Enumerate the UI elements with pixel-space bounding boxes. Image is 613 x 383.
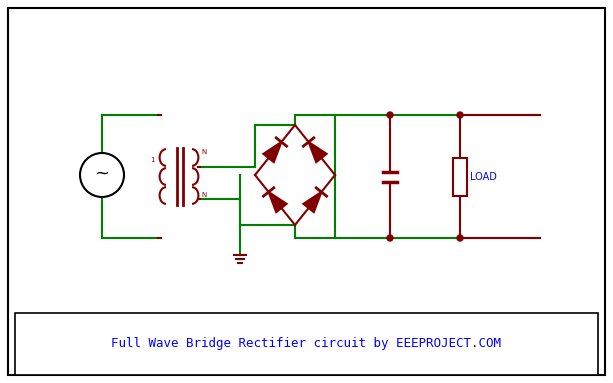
Bar [453,157,467,195]
Text: N: N [201,149,206,155]
Circle shape [457,112,463,118]
Bar [15,313,598,375]
Circle shape [387,235,393,241]
Text: ~: ~ [94,165,110,183]
Text: 1: 1 [150,157,154,163]
Text: LOAD: LOAD [470,172,497,182]
Polygon shape [303,192,321,212]
Polygon shape [308,142,327,162]
Polygon shape [264,142,281,162]
Circle shape [457,235,463,241]
Text: Full Wave Bridge Rectifier circuit by EEEPROJECT.COM: Full Wave Bridge Rectifier circuit by EE… [111,337,501,350]
Circle shape [80,153,124,197]
Circle shape [387,112,393,118]
Polygon shape [268,192,287,212]
Text: N: N [201,192,206,198]
